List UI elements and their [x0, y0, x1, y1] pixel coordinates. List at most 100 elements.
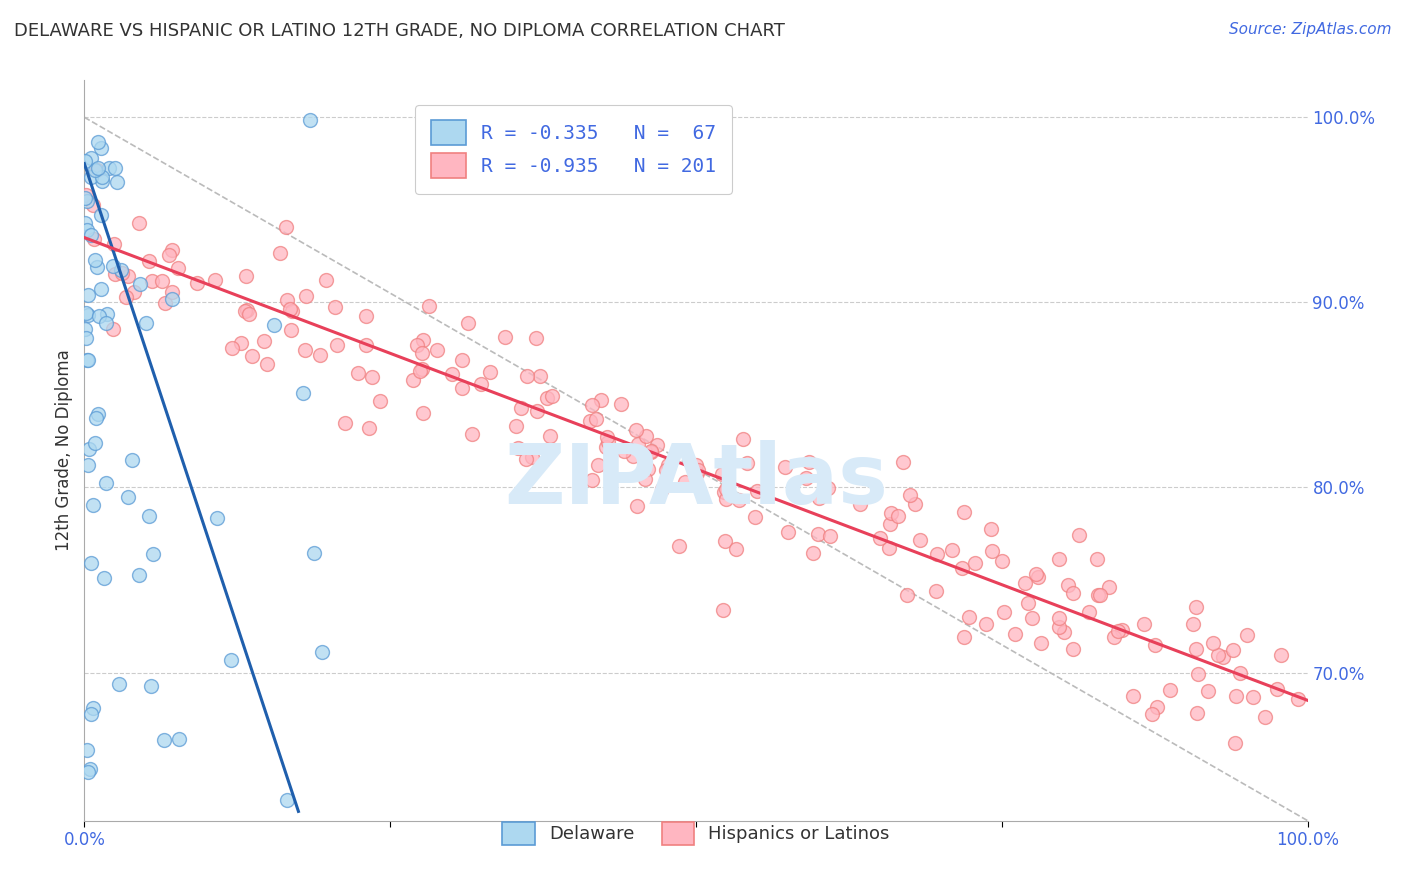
Point — [1021, 610, 1043, 624]
Point — [128, 568, 150, 582]
Point — [898, 488, 921, 502]
Point — [879, 517, 901, 532]
Point — [731, 432, 754, 446]
Point — [688, 463, 710, 477]
Point — [1159, 683, 1181, 698]
Point — [83, 231, 105, 245]
Point — [1107, 624, 1129, 638]
Point — [75, 322, 97, 336]
Point — [505, 418, 527, 433]
Point — [138, 253, 160, 268]
Point — [1062, 641, 1084, 656]
Point — [169, 731, 191, 746]
Point — [1288, 692, 1310, 706]
Point — [90, 208, 112, 222]
Point — [1087, 588, 1109, 602]
Point — [581, 474, 603, 488]
Point — [1056, 577, 1078, 591]
Point — [1144, 638, 1167, 652]
Point — [1122, 690, 1144, 704]
Point — [84, 163, 107, 178]
Point — [1014, 576, 1036, 591]
Point — [478, 365, 501, 379]
Point — [613, 443, 636, 458]
Point — [440, 367, 463, 381]
Point — [516, 369, 538, 384]
Point — [1090, 588, 1112, 602]
Point — [589, 393, 612, 408]
Point — [953, 630, 976, 644]
Point — [724, 541, 747, 556]
Point — [138, 509, 160, 524]
Point — [77, 764, 100, 779]
Point — [957, 610, 980, 624]
Point — [799, 455, 821, 469]
Point — [727, 493, 749, 508]
Point — [1133, 616, 1156, 631]
Point — [269, 246, 291, 260]
Point — [524, 331, 547, 345]
Point — [710, 467, 733, 482]
Point — [104, 267, 127, 281]
Point — [896, 588, 918, 602]
Point — [276, 293, 298, 307]
Point — [73, 154, 96, 169]
Point — [655, 462, 678, 476]
Legend: Delaware, Hispanics or Latinos: Delaware, Hispanics or Latinos — [495, 814, 897, 853]
Point — [634, 472, 657, 486]
Point — [256, 357, 278, 371]
Point — [609, 397, 631, 411]
Point — [807, 526, 830, 541]
Text: ZIPAtlas: ZIPAtlas — [503, 440, 889, 521]
Point — [1062, 586, 1084, 600]
Point — [294, 343, 316, 357]
Point — [627, 437, 650, 451]
Point — [412, 334, 434, 348]
Point — [79, 706, 101, 721]
Point — [347, 366, 370, 380]
Point — [75, 331, 97, 345]
Point — [541, 389, 564, 403]
Point — [357, 421, 380, 435]
Point — [1225, 689, 1247, 703]
Y-axis label: 12th Grade, No Diploma: 12th Grade, No Diploma — [55, 350, 73, 551]
Point — [506, 441, 529, 455]
Point — [335, 416, 357, 430]
Point — [1241, 690, 1264, 704]
Point — [263, 318, 285, 333]
Point — [637, 462, 659, 476]
Point — [965, 556, 987, 570]
Point — [104, 161, 127, 175]
Point — [1031, 635, 1053, 649]
Point — [624, 423, 647, 437]
Point — [1222, 643, 1244, 657]
Point — [204, 273, 226, 287]
Point — [1004, 626, 1026, 640]
Point — [418, 299, 440, 313]
Point — [76, 194, 98, 208]
Point — [714, 491, 737, 506]
Point — [229, 336, 252, 351]
Point — [578, 413, 600, 427]
Point — [1270, 648, 1292, 662]
Point — [685, 458, 707, 473]
Point — [1236, 628, 1258, 642]
Point — [716, 482, 738, 496]
Point — [77, 308, 100, 322]
Point — [101, 259, 124, 273]
Point — [529, 368, 551, 383]
Point — [117, 490, 139, 504]
Point — [80, 556, 103, 570]
Point — [817, 481, 839, 495]
Point — [141, 274, 163, 288]
Point — [295, 289, 318, 303]
Point — [1111, 623, 1133, 637]
Point — [84, 411, 107, 425]
Point — [536, 391, 558, 405]
Point — [280, 304, 302, 318]
Point — [801, 546, 824, 560]
Point — [103, 237, 125, 252]
Point — [526, 404, 548, 418]
Point — [891, 454, 914, 468]
Point — [640, 445, 662, 459]
